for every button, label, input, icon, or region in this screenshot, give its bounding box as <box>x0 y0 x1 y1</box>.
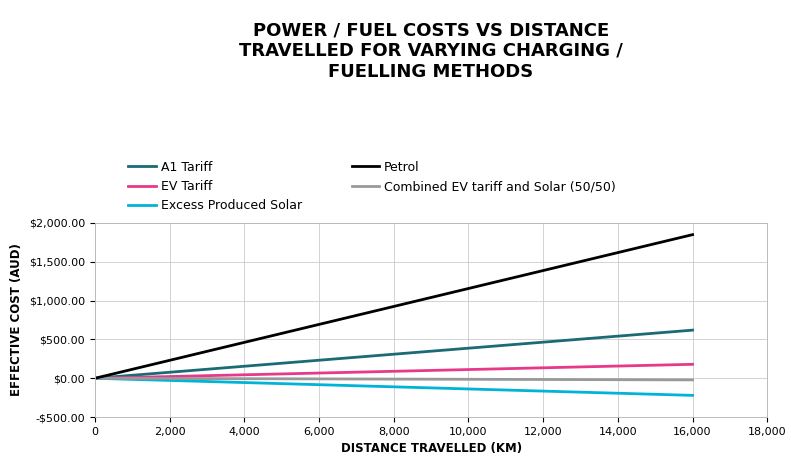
X-axis label: DISTANCE TRAVELLED (KM): DISTANCE TRAVELLED (KM) <box>341 442 521 456</box>
Combined EV tariff and Solar (50/50) <box>90 375 100 381</box>
Excess Produced Solar <box>377 383 387 389</box>
Line: Excess Produced Solar: Excess Produced Solar <box>95 378 693 395</box>
A1 Tariff <box>673 328 683 334</box>
Line: EV Tariff: EV Tariff <box>95 365 693 378</box>
EV Tariff <box>673 362 683 367</box>
EV Tariff <box>90 375 100 381</box>
Petrol <box>446 290 456 296</box>
A1 Tariff <box>377 352 387 358</box>
A1 Tariff <box>90 375 100 381</box>
Excess Produced Solar <box>688 392 698 398</box>
Line: A1 Tariff: A1 Tariff <box>95 330 693 378</box>
Combined EV tariff and Solar (50/50) <box>688 377 698 383</box>
Petrol <box>673 235 683 241</box>
EV Tariff <box>580 364 589 370</box>
Excess Produced Solar <box>374 383 384 389</box>
Text: POWER / FUEL COSTS VS DISTANCE
TRAVELLED FOR VARYING CHARGING /
FUELLING METHODS: POWER / FUEL COSTS VS DISTANCE TRAVELLED… <box>239 21 623 81</box>
Excess Produced Solar <box>446 386 456 392</box>
Combined EV tariff and Solar (50/50) <box>580 377 589 383</box>
Combined EV tariff and Solar (50/50) <box>673 377 683 383</box>
Petrol <box>414 298 423 303</box>
Excess Produced Solar <box>414 385 423 391</box>
Y-axis label: EFFECTIVE COST (AUD): EFFECTIVE COST (AUD) <box>10 244 24 396</box>
Petrol <box>580 258 589 264</box>
A1 Tariff <box>446 347 456 353</box>
Combined EV tariff and Solar (50/50) <box>446 376 456 382</box>
A1 Tariff <box>580 336 589 342</box>
EV Tariff <box>688 362 698 367</box>
Line: Combined EV tariff and Solar (50/50): Combined EV tariff and Solar (50/50) <box>95 378 693 380</box>
Petrol <box>377 306 387 312</box>
Combined EV tariff and Solar (50/50) <box>377 376 387 382</box>
Excess Produced Solar <box>673 392 683 398</box>
Line: Petrol: Petrol <box>95 235 693 378</box>
Combined EV tariff and Solar (50/50) <box>414 376 423 382</box>
EV Tariff <box>377 369 387 374</box>
A1 Tariff <box>414 349 423 355</box>
A1 Tariff <box>688 327 698 333</box>
Excess Produced Solar <box>580 390 589 395</box>
EV Tariff <box>374 369 384 374</box>
Legend: A1 Tariff, EV Tariff, Excess Produced Solar, Petrol, Combined EV tariff and Sola: A1 Tariff, EV Tariff, Excess Produced So… <box>128 161 616 212</box>
Excess Produced Solar <box>90 375 100 381</box>
EV Tariff <box>446 367 456 373</box>
Petrol <box>374 307 384 313</box>
A1 Tariff <box>374 353 384 358</box>
Petrol <box>688 232 698 237</box>
EV Tariff <box>414 368 423 374</box>
Petrol <box>90 375 100 381</box>
Combined EV tariff and Solar (50/50) <box>374 376 384 382</box>
